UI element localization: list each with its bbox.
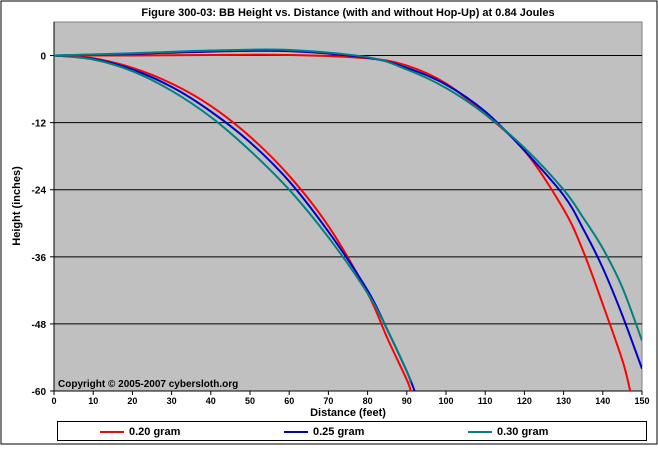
legend-label: 0.30 gram [497, 426, 549, 438]
legend-label: 0.20 gram [129, 426, 181, 438]
x-tick-label: 150 [634, 396, 649, 406]
y-tick-label: 0 [40, 52, 46, 63]
axes: 0 -12 -24 -36 -48 -60 0 10 20 30 40 50 60 70 80 90 100 11… [32, 22, 650, 406]
x-tick-label: 20 [127, 396, 137, 406]
legend-item-025: 0.25 gram [284, 424, 364, 440]
legend-label: 0.25 gram [313, 426, 365, 438]
x-tick-label: 50 [245, 396, 255, 406]
x-tick-label: 130 [556, 396, 571, 406]
series-line-0-30-gram-hop-up [54, 48, 642, 342]
chart-title: Figure 300-03: BB Height vs. Distance (w… [141, 7, 554, 19]
x-tick-label: 80 [363, 396, 373, 406]
legend: 0.20 gram 0.25 gram 0.30 gram [57, 421, 647, 441]
y-tick-label: -36 [32, 253, 47, 264]
y-tick-label: -24 [32, 186, 47, 197]
x-tick-label: 30 [167, 396, 177, 406]
x-tick-label: 0 [51, 396, 56, 406]
y-tick-label: -48 [32, 320, 47, 331]
x-tick-label: 70 [323, 396, 333, 406]
x-tick-label: 10 [88, 396, 98, 406]
x-tick-label: 110 [478, 396, 493, 406]
legend-swatch-red [100, 431, 124, 433]
x-tick-label: 40 [206, 396, 216, 406]
x-axis-label: Distance (feet) [310, 407, 386, 419]
legend-item-020: 0.20 gram [100, 424, 180, 440]
series-line-0-30-gram-no-hop-up [54, 54, 412, 383]
series-lines [54, 48, 642, 391]
x-tick-label: 90 [402, 396, 412, 406]
x-tick-label: 140 [595, 396, 610, 406]
x-tick-label: 100 [438, 396, 453, 406]
y-tick-label: -12 [32, 119, 47, 130]
legend-swatch-teal [468, 431, 492, 433]
legend-swatch-blue [284, 431, 308, 433]
x-tick-label: 120 [517, 396, 532, 406]
series-line-0-25-gram-hop-up [54, 49, 642, 369]
series-line-0-20-gram-no-hop-up [54, 54, 412, 391]
x-tick-label: 60 [284, 396, 294, 406]
plot-area [53, 21, 643, 392]
y-tick-label: -60 [32, 387, 47, 398]
y-axis-label: Height (inches) [11, 166, 23, 246]
copyright-annotation: Copyright © 2005-2007 cybersloth.org [58, 379, 238, 390]
legend-item-030: 0.30 gram [468, 424, 548, 440]
